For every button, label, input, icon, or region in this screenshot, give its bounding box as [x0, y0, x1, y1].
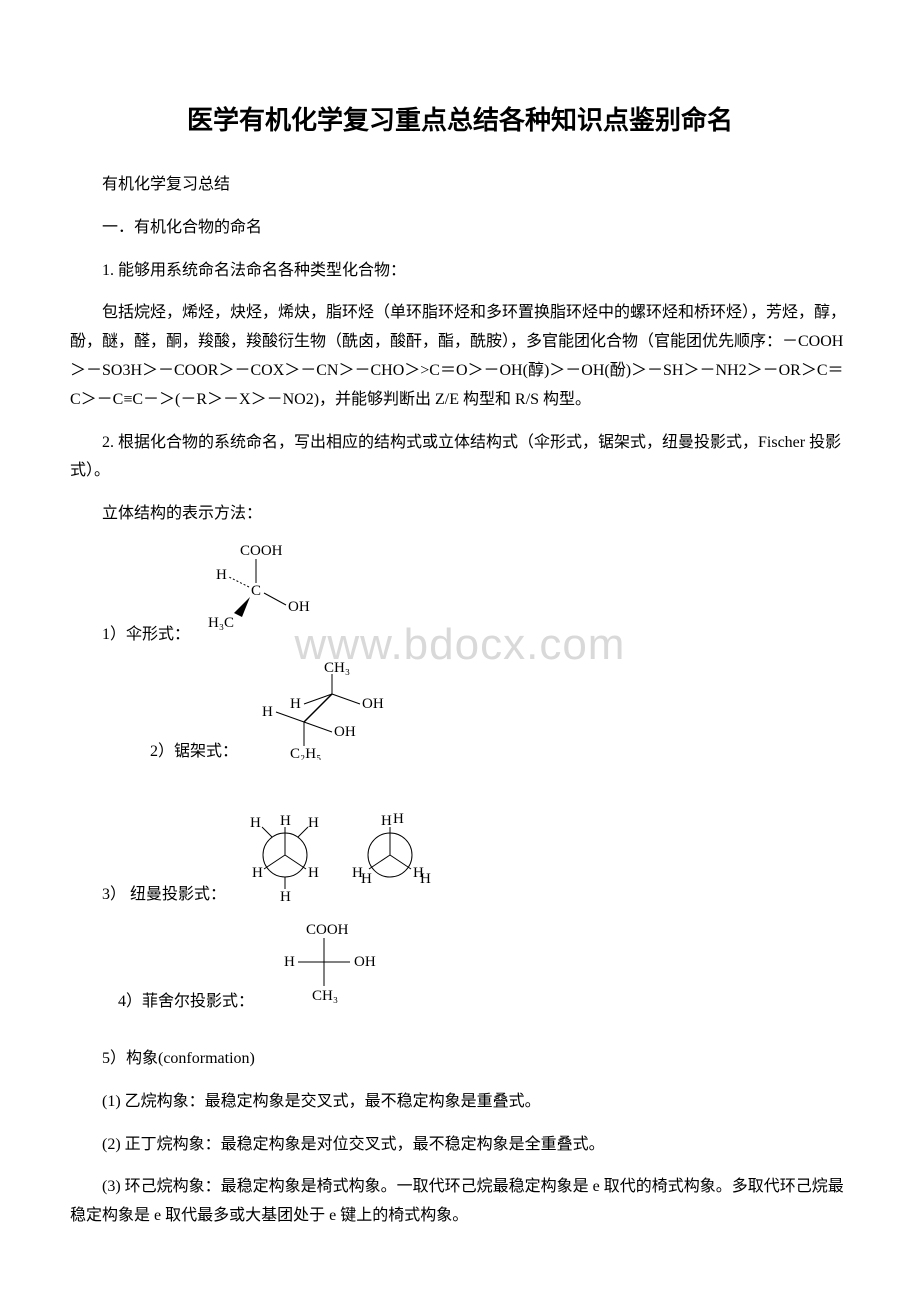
fig2-label: 2）锯架式： [150, 737, 238, 765]
fig2-m3: OH [334, 724, 356, 740]
fig3-h6: H [280, 889, 291, 903]
fig1-right: OH [288, 599, 310, 615]
fig3-h9b: H [420, 871, 431, 887]
fig4-right: OH [354, 954, 376, 970]
figure-row-1: 1）伞形式： COOH C H OH H₃C [70, 543, 850, 648]
fig3-svg: H H H H H H H H H H H [230, 803, 460, 908]
item-2-text: 2. 根据化合物的系统命名，写出相应的结构式或立体结构式（伞形式，锯架式，纽曼投… [70, 429, 850, 487]
figure-row-3: 3） 纽曼投影式： H H H H H H H H [70, 803, 850, 908]
fig3-h2: H [252, 865, 263, 881]
fig2-svg: CH₃ OH H H OH C₂H₅ [242, 660, 402, 765]
fig2-t1: CH₃ [324, 660, 350, 676]
summary-heading: 有机化学复习总结 [70, 171, 850, 200]
fig2-m2: H [262, 704, 273, 720]
fig4-svg: COOH H OH CH₃ [258, 920, 398, 1015]
fig4-top: COOH [306, 922, 349, 938]
item-5-heading: 5）构象(conformation) [70, 1045, 850, 1074]
fig2-b: C₂H₅ [290, 746, 321, 760]
fig1-wedge: H₃C [208, 615, 234, 631]
document-content: 医学有机化学复习重点总结各种知识点鉴别命名 有机化学复习总结 一．有机化合物的命… [70, 100, 850, 1231]
item-1-detail: 包括烷烃，烯烃，炔烃，烯炔，脂环烃（单环脂环烃和多环置换脂环烃中的螺环烃和桥环烃… [70, 299, 850, 414]
fig4-label: 4）菲舍尔投影式： [118, 987, 254, 1015]
fig1-label: 1）伞形式： [70, 620, 190, 648]
fig3-h7: H [381, 813, 392, 829]
fig4-left: H [284, 954, 295, 970]
fig2-t2: OH [362, 696, 384, 712]
fig3-label: 3） 纽曼投影式： [70, 880, 226, 908]
fig1-left: H [216, 567, 227, 583]
conf-1: (1) 乙烷构象：最稳定构象是交叉式，最不稳定构象是重叠式。 [70, 1088, 850, 1117]
fig3-h1: H [280, 813, 291, 829]
fig3-h5: H [250, 815, 261, 831]
conf-3: (3) 环己烷构象：最稳定构象是椅式构象。一取代环己烷最稳定构象是 e 取代的椅… [70, 1173, 850, 1231]
item-1-text: 1. 能够用系统命名法命名各种类型化合物： [70, 257, 850, 286]
fig1-svg: COOH C H OH H₃C [194, 543, 324, 648]
fig3-h4: H [308, 815, 319, 831]
fig2-m1: H [290, 696, 301, 712]
fig1-top: COOH [240, 543, 283, 559]
stereo-heading: 立体结构的表示方法： [70, 500, 850, 529]
page-title: 医学有机化学复习重点总结各种知识点鉴别命名 [70, 100, 850, 137]
fig3-h3: H [308, 865, 319, 881]
conf-2: (2) 正丁烷构象：最稳定构象是对位交叉式，最不稳定构象是全重叠式。 [70, 1131, 850, 1160]
fig3-h8b: H [361, 871, 372, 887]
figure-row-4: 4）菲舍尔投影式： COOH H OH CH₃ [70, 920, 850, 1015]
figure-row-2: 2）锯架式： CH₃ OH H H OH C₂H₅ [70, 660, 850, 765]
section-1-heading: 一．有机化合物的命名 [70, 214, 850, 243]
fig1-c: C [251, 583, 261, 599]
fig4-bottom: CH₃ [312, 988, 338, 1004]
fig3-h7b: H [393, 811, 404, 827]
